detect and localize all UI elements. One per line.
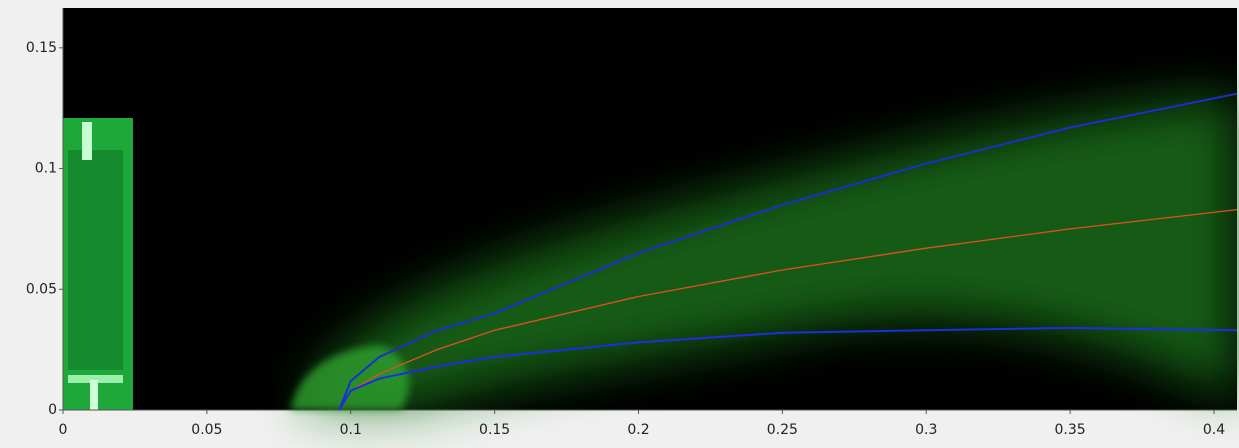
y-tick-label: 0 [48, 402, 57, 418]
y-tick-label: 0.1 [35, 161, 57, 177]
x-tick-label: 0.4 [1203, 422, 1225, 438]
green-plume [290, 95, 1237, 410]
x-tick-label: 0.2 [627, 422, 649, 438]
x-tick-label: 0 [59, 422, 68, 438]
series-line [338, 92, 1238, 411]
y-tick-label: 0.05 [26, 281, 57, 297]
series-line [338, 208, 1238, 411]
x-tick-label: 0.15 [479, 422, 510, 438]
x-tick-label: 0.3 [915, 422, 937, 438]
series-line [338, 326, 1238, 411]
x-tick-label: 0.1 [340, 422, 362, 438]
left-block [63, 118, 133, 410]
x-tick-label: 0.05 [191, 422, 222, 438]
y-tick-label: 0.15 [26, 40, 57, 56]
x-tick-label: 0.25 [767, 422, 798, 438]
x-tick-label: 0.35 [1055, 422, 1086, 438]
